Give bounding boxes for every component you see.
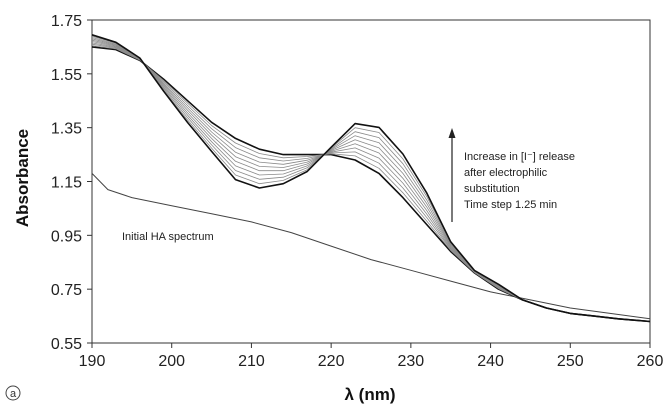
- x-tick-label: 220: [318, 353, 345, 370]
- y-tick-label: 1.75: [51, 13, 82, 30]
- x-tick-label: 190: [79, 353, 106, 370]
- panel-label-circle: [5, 385, 21, 401]
- x-tick-label: 210: [238, 353, 265, 370]
- plot-frame: [91, 19, 651, 344]
- annotation-line-1: Increase in [I⁻] release: [464, 151, 575, 163]
- series-group: [91, 34, 651, 323]
- x-tick-label: 260: [637, 353, 664, 370]
- initial-spectrum-line: [91, 173, 651, 320]
- y-tick-label: 0.75: [51, 282, 82, 299]
- x-tick-label: 250: [557, 353, 584, 370]
- annotation-line-2: after electrophilic: [464, 167, 548, 179]
- x-tick-label: 230: [398, 353, 425, 370]
- y-tick-label: 0.55: [51, 336, 82, 353]
- y-axis-ticks: 0.55 0.75 0.95 1.15 1.35 1.55 1.75: [51, 13, 92, 353]
- y-tick-label: 1.15: [51, 175, 82, 192]
- initial-spectrum-label: Initial HA spectrum: [122, 231, 214, 243]
- panel-label: a: [10, 388, 17, 400]
- increase-arrow-head: [448, 128, 456, 138]
- y-axis-title: Absorbance: [13, 129, 32, 227]
- x-tick-label: 200: [158, 353, 185, 370]
- plot-area: [91, 19, 651, 344]
- y-tick-label: 0.95: [51, 228, 82, 245]
- annotation-line-4: Time step 1.25 min: [464, 199, 557, 211]
- annotation-line-3: substitution: [464, 183, 520, 195]
- y-tick-label: 1.55: [51, 67, 82, 84]
- y-tick-label: 1.35: [51, 121, 82, 138]
- x-axis-ticks: 190 200 210 220 230 240 250 260: [79, 343, 664, 370]
- spectrum-line-10: [91, 34, 651, 323]
- x-tick-label: 240: [477, 353, 504, 370]
- x-axis-title: λ (nm): [345, 385, 396, 404]
